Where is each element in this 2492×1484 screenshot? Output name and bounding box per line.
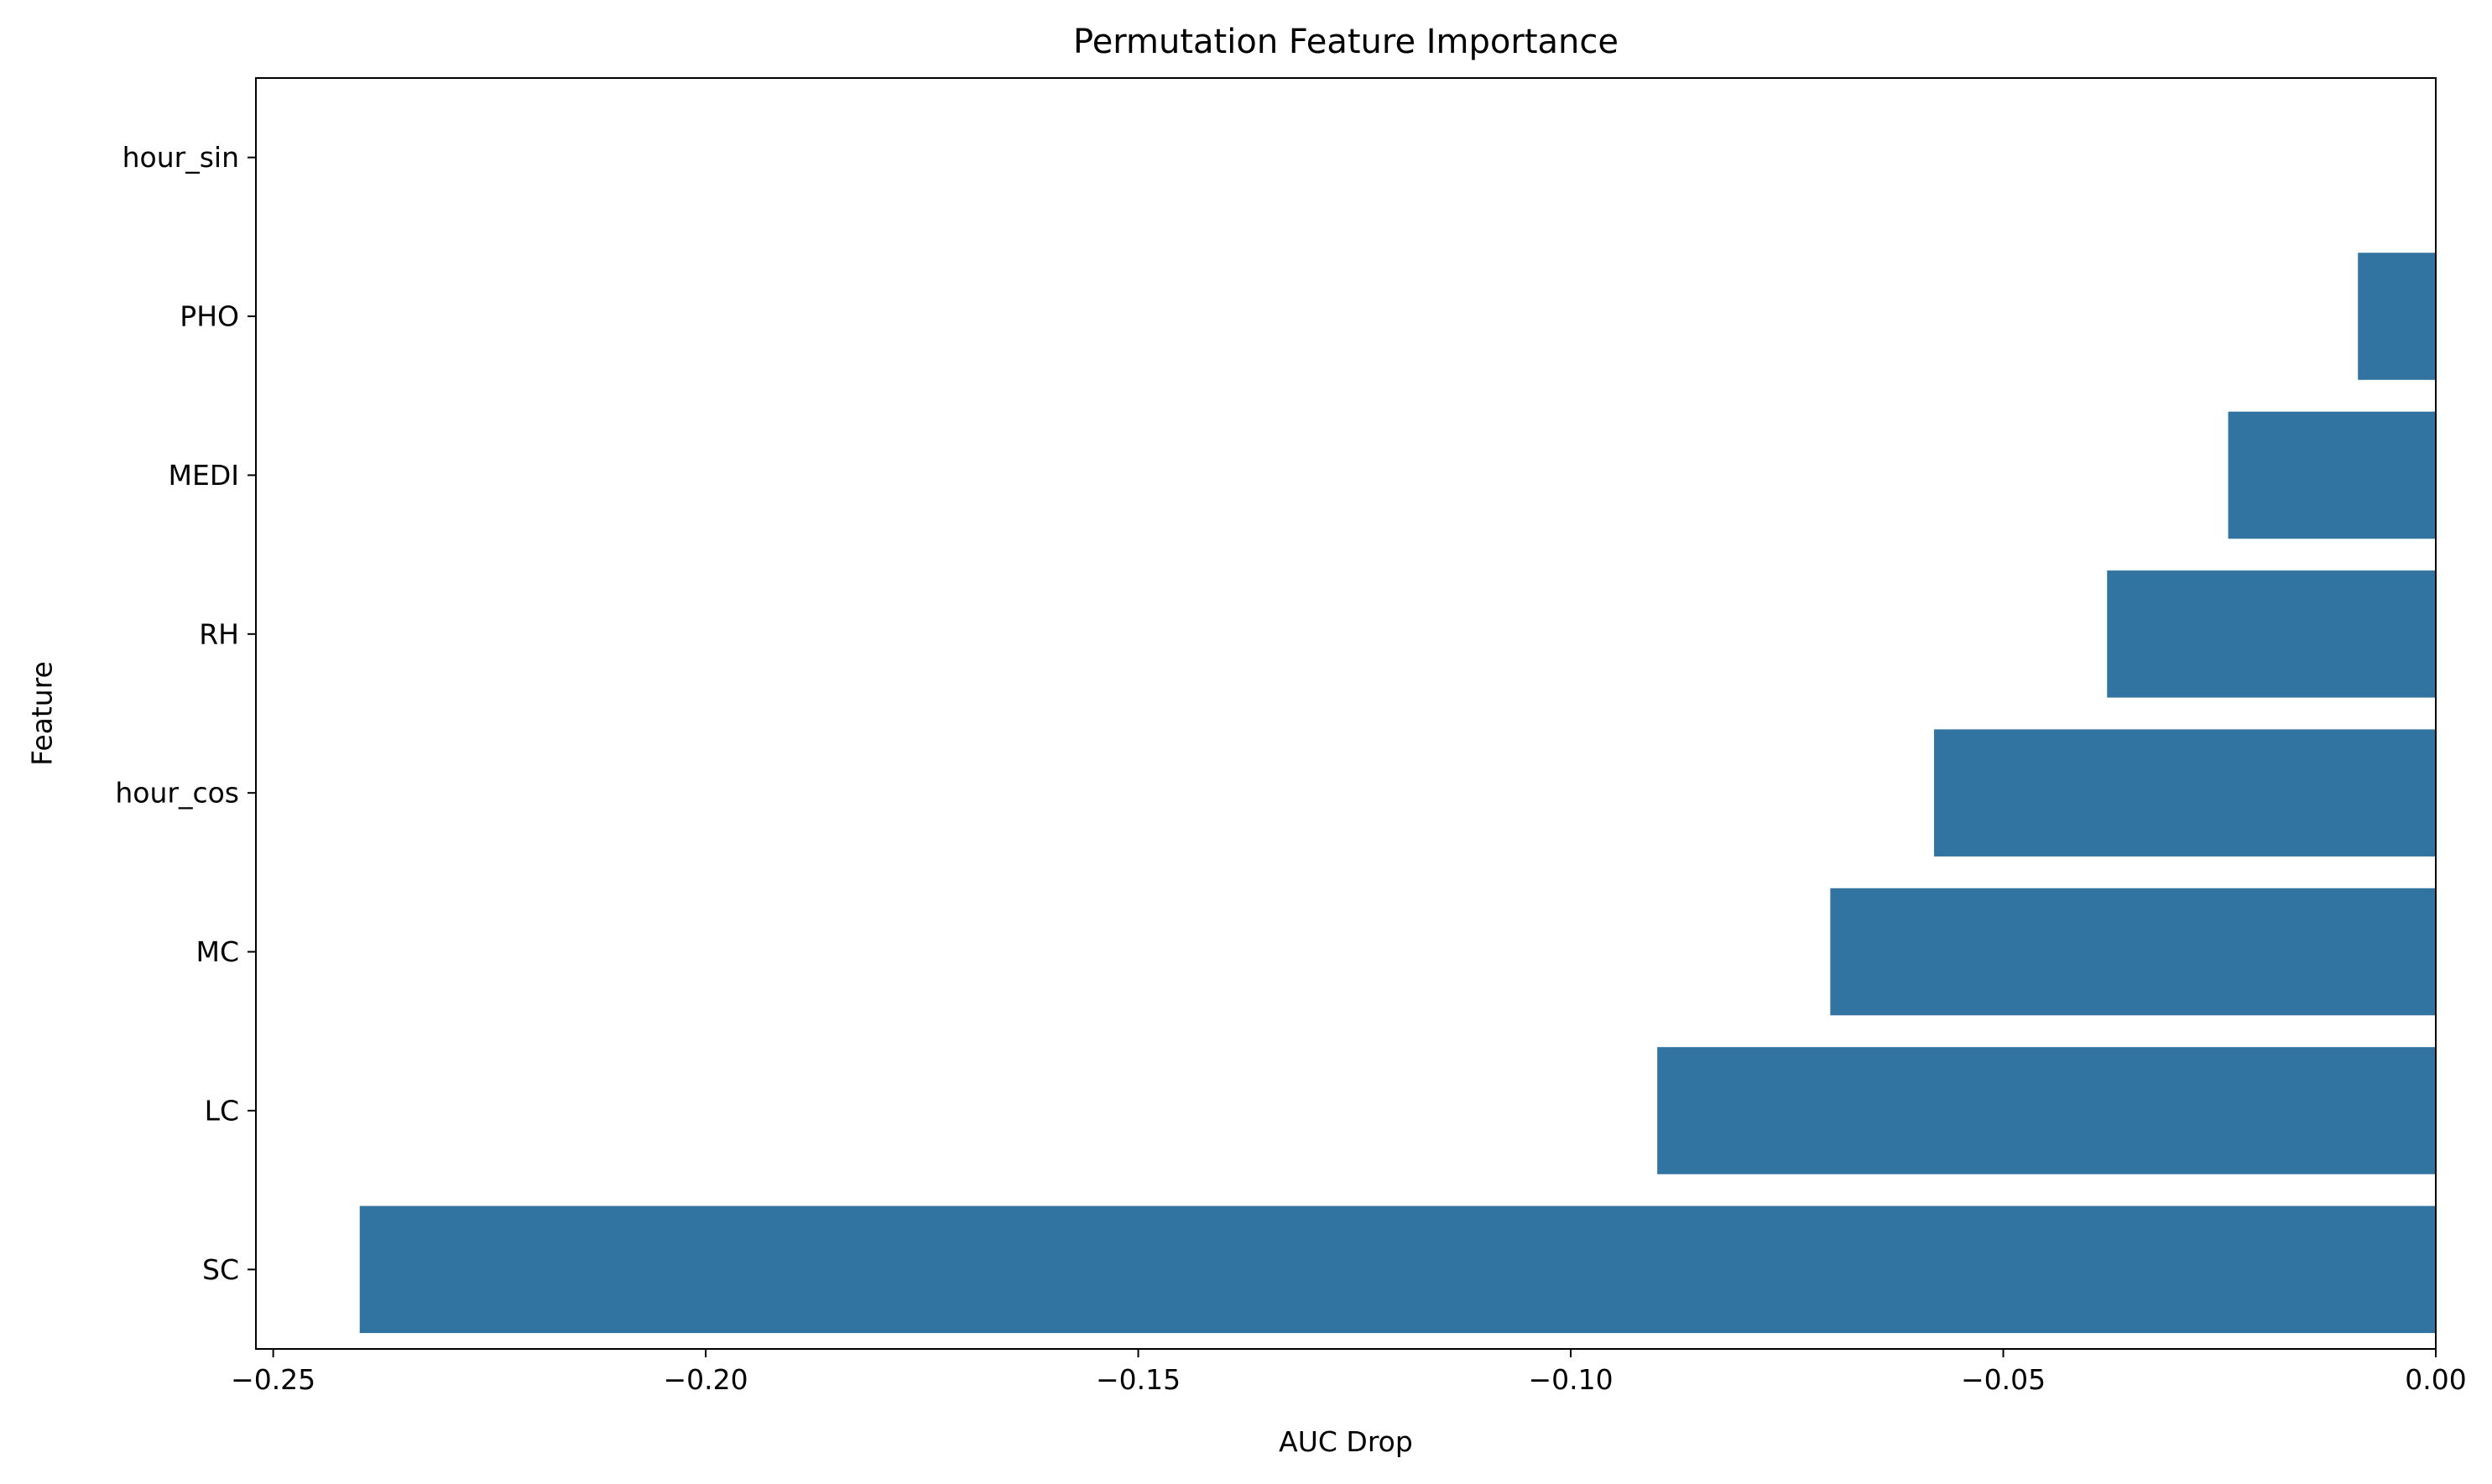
x-tick-label: 0.00 bbox=[2405, 1363, 2466, 1396]
x-tick-label: −0.10 bbox=[1528, 1363, 1613, 1396]
y-tick-label: LC bbox=[205, 1094, 239, 1127]
bar-medi bbox=[2228, 411, 2436, 539]
y-tick-label: MEDI bbox=[169, 459, 239, 492]
plot-frame bbox=[255, 77, 2437, 1350]
x-tick-label: −0.15 bbox=[1096, 1363, 1181, 1396]
chart-title: Permutation Feature Importance bbox=[1073, 23, 1619, 61]
y-tick-label: RH bbox=[199, 617, 239, 650]
x-tick-label: −0.20 bbox=[664, 1363, 748, 1396]
x-tick-label: −0.25 bbox=[231, 1363, 315, 1396]
bar-mc bbox=[1830, 888, 2436, 1016]
x-tick-label: −0.05 bbox=[1961, 1363, 2046, 1396]
y-tick-label: SC bbox=[202, 1253, 239, 1286]
bar-hour-cos bbox=[1934, 729, 2436, 857]
bar-rh bbox=[2107, 570, 2436, 698]
bar-pho bbox=[2358, 253, 2436, 380]
y-tick-label: hour_cos bbox=[115, 777, 239, 810]
bars-layer bbox=[359, 253, 2436, 1334]
y-tick-label: hour_sin bbox=[123, 141, 239, 174]
y-axis-label: Feature bbox=[26, 661, 59, 766]
ticks-layer: hour_sin PHO MEDI RH hour_cos MC LC SC −0.25 −0.2… bbox=[115, 141, 2466, 1396]
bar-lc bbox=[1657, 1047, 2436, 1174]
y-tick-label: MC bbox=[196, 935, 239, 968]
y-tick-label: PHO bbox=[180, 300, 239, 333]
bar-sc bbox=[359, 1205, 2436, 1334]
x-axis-label: AUC Drop bbox=[1279, 1425, 1413, 1458]
